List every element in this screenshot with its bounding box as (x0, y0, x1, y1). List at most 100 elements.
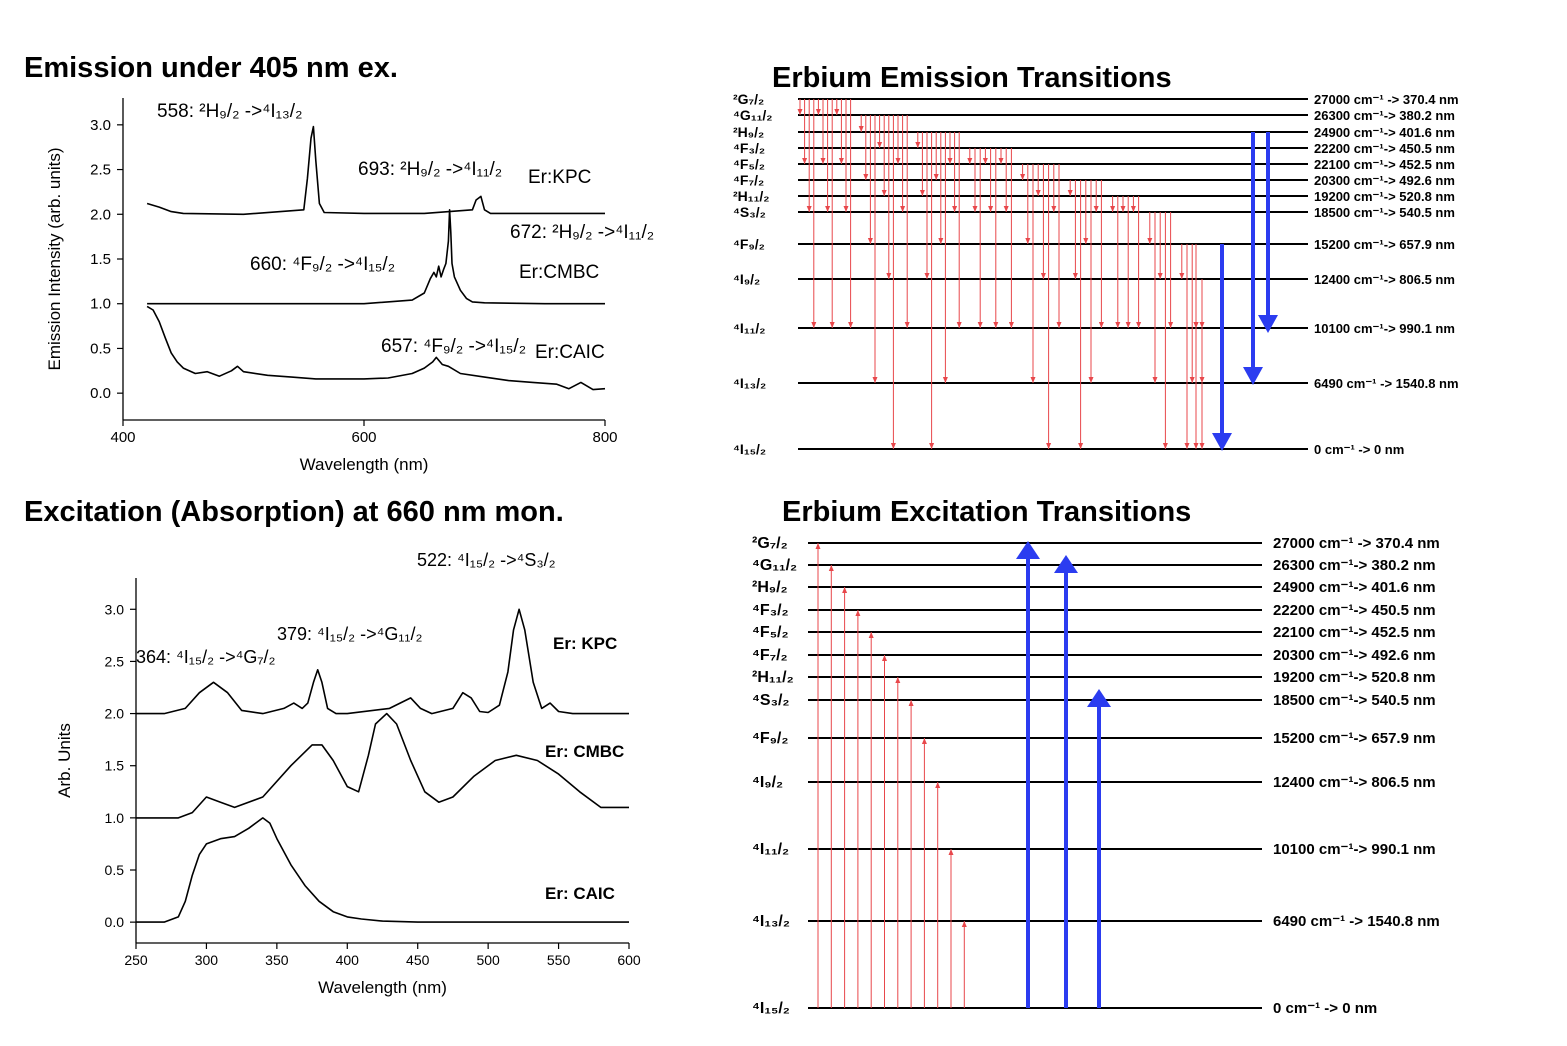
level-energy-label: 20300 cm⁻¹-> 492.6 nm (1273, 647, 1436, 664)
excitation-spectrum-title: Excitation (Absorption) at 660 nm mon. (24, 496, 564, 528)
transition-arrowhead (904, 322, 910, 328)
transition-arrowhead (998, 158, 1004, 164)
y-tick-label: 1.0 (105, 810, 125, 826)
transition-arrowhead (895, 158, 901, 164)
y-tick-label: 2.5 (105, 653, 125, 669)
y-tick-label: 0.0 (105, 914, 125, 930)
transition-arrowhead (1083, 238, 1089, 244)
y-tick-label: 2.5 (90, 162, 111, 179)
y-tick-label: 2.0 (105, 706, 125, 722)
annotation-label: 558: ²H₉/₂ ->⁴I₁₃/₂ (157, 101, 302, 122)
level-energy-label: 22200 cm⁻¹-> 450.5 nm (1314, 141, 1455, 156)
level-term-label: ²H₉/₂ (733, 124, 764, 140)
level-term-label: ⁴S₃/₂ (752, 692, 790, 709)
level-term-label: ⁴I₁₁/₂ (752, 841, 789, 858)
transition-arrowhead (895, 677, 901, 683)
level-energy-label: 22100 cm⁻¹-> 452.5 nm (1273, 624, 1436, 641)
transition-arrowhead (1040, 273, 1046, 279)
level-energy-label: 27000 cm⁻¹ -> 370.4 nm (1314, 92, 1459, 107)
level-energy-label: 10100 cm⁻¹-> 990.1 nm (1273, 841, 1436, 858)
y-tick-label: 0.0 (90, 385, 111, 402)
transition-arrowhead (1189, 377, 1195, 383)
transition-arrowhead (977, 322, 983, 328)
transition-arrowhead (842, 587, 848, 593)
y-axis-label: Arb. Units (55, 723, 74, 798)
y-tick-label: 1.0 (90, 296, 111, 313)
transition-arrowhead (988, 206, 994, 212)
level-energy-label: 22200 cm⁻¹-> 450.5 nm (1273, 602, 1436, 619)
transition-arrowhead (1046, 443, 1052, 449)
level-energy-label: 19200 cm⁻¹-> 520.8 nm (1273, 669, 1436, 686)
level-term-label: ⁴F₅/₂ (733, 156, 765, 172)
transition-arrowhead (890, 443, 896, 449)
transition-arrowhead (1067, 190, 1073, 196)
transition-arrowhead (900, 206, 906, 212)
y-tick-label: 1.5 (105, 758, 125, 774)
y-tick-label: 3.0 (90, 117, 111, 134)
transition-arrowhead (843, 206, 849, 212)
annotation-label: Er: CAIC (545, 884, 615, 903)
series-line (146, 305, 606, 391)
level-term-label: ⁴F₇/₂ (752, 647, 788, 664)
level-energy-label: 24900 cm⁻¹-> 401.6 nm (1273, 579, 1436, 596)
x-axis-label: Wavelength (nm) (300, 455, 429, 474)
annotation-label: 379: ⁴I₁₅/₂ ->⁴G₁₁/₂ (277, 624, 422, 644)
level-energy-label: 18500 cm⁻¹-> 540.5 nm (1314, 205, 1455, 220)
level-term-label: ⁴I₁₅/₂ (752, 1000, 790, 1017)
level-energy-label: 19200 cm⁻¹-> 520.8 nm (1314, 189, 1455, 204)
series-line (147, 209, 605, 305)
level-term-label: ⁴G₁₁/₂ (752, 557, 797, 574)
transition-arrowhead (929, 443, 935, 449)
annotation-label: Er:KPC (528, 167, 591, 188)
x-tick-label: 400 (336, 952, 360, 968)
transition-arrowhead (1025, 238, 1031, 244)
level-energy-label: 24900 cm⁻¹-> 401.6 nm (1314, 125, 1455, 140)
transition-arrowhead (1199, 377, 1205, 383)
pump-arrowhead (1054, 555, 1078, 573)
transition-arrowhead (908, 700, 914, 706)
transition-arrowhead (867, 238, 873, 244)
transition-arrowhead (811, 322, 817, 328)
transition-arrowhead (1136, 322, 1142, 328)
y-tick-label: 0.5 (105, 862, 125, 878)
transition-arrowhead (1193, 443, 1199, 449)
transition-arrowhead (956, 322, 962, 328)
transition-arrowhead (952, 206, 958, 212)
transition-arrowhead (935, 782, 941, 788)
excitation-diagram-title: Erbium Excitation Transitions (782, 496, 1192, 528)
transition-arrowhead (1147, 238, 1153, 244)
transition-arrowhead (1193, 322, 1199, 328)
level-energy-label: 0 cm⁻¹ -> 0 nm (1273, 1000, 1377, 1017)
annotation-label: Er: CMBC (545, 742, 624, 761)
transition-arrowhead (868, 632, 874, 638)
level-energy-label: 12400 cm⁻¹-> 806.5 nm (1273, 774, 1436, 791)
transition-arrowhead (1184, 443, 1190, 449)
transition-arrowhead (820, 158, 826, 164)
level-term-label: ⁴F₃/₂ (733, 140, 765, 156)
transition-arrowhead (915, 142, 921, 148)
level-term-label: ⁴F₉/₂ (752, 730, 788, 747)
transition-arrowhead (967, 158, 973, 164)
transition-arrowhead (815, 543, 821, 549)
transition-arrowhead (815, 109, 821, 115)
transition-arrowhead (829, 322, 835, 328)
level-energy-label: 6490 cm⁻¹ -> 1540.8 nm (1273, 913, 1440, 930)
level-energy-label: 26300 cm⁻¹-> 380.2 nm (1314, 108, 1455, 123)
transition-arrowhead (882, 655, 887, 661)
transition-arrowhead (1056, 322, 1062, 328)
y-tick-label: 0.5 (90, 340, 111, 357)
level-term-label: ⁴F₉/₂ (733, 236, 765, 252)
x-tick-label: 500 (476, 952, 500, 968)
transition-arrowhead (806, 206, 812, 212)
transition-arrowhead (1152, 377, 1158, 383)
level-energy-label: 18500 cm⁻¹-> 540.5 nm (1273, 692, 1436, 709)
y-tick-label: 2.0 (90, 206, 111, 223)
level-energy-label: 12400 cm⁻¹-> 806.5 nm (1314, 272, 1455, 287)
transition-arrowhead (1078, 443, 1084, 449)
transition-arrowhead (834, 109, 840, 115)
x-tick-label: 800 (592, 429, 617, 446)
transition-arrowhead (877, 142, 883, 148)
level-energy-label: 22100 cm⁻¹-> 452.5 nm (1314, 157, 1455, 172)
transition-arrowhead (1199, 322, 1205, 328)
